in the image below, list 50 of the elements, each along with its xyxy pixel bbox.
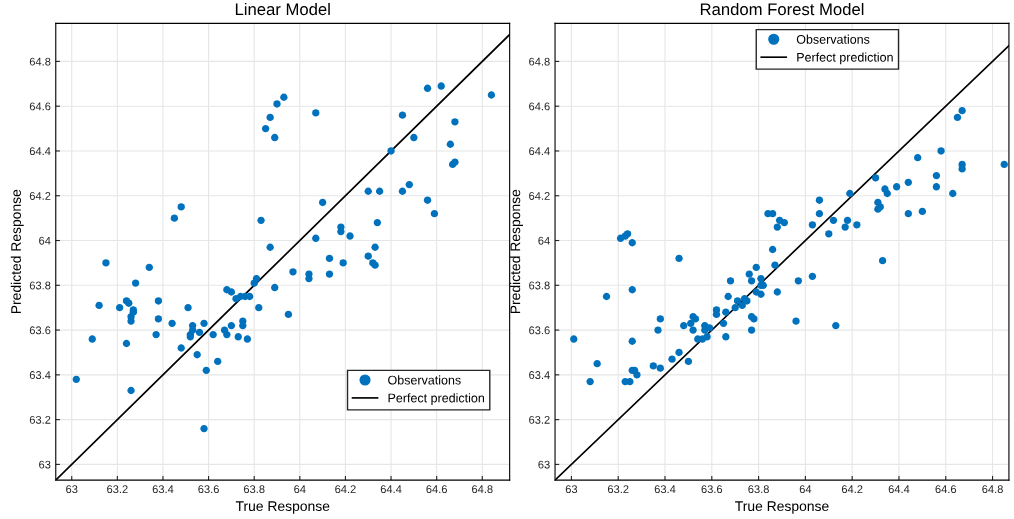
- y-tick-label: 63: [538, 460, 550, 469]
- y-axis-title: Predicted Response: [10, 189, 24, 314]
- y-tick-label: 64.4: [529, 147, 550, 156]
- y-tick-label: 64.2: [529, 192, 550, 200]
- x-tick-label: 63.4: [152, 485, 174, 494]
- y-tick-label: 64.6: [529, 102, 550, 111]
- y-tick-label: 64.4: [29, 147, 51, 156]
- y-tick-label: 64.8: [29, 57, 51, 66]
- x-tick-label: 64.4: [380, 485, 402, 494]
- chart-title: Linear Model: [235, 2, 330, 16]
- x-tick-label: 63.4: [654, 485, 676, 494]
- legend-label: Perfect prediction: [388, 393, 484, 405]
- y-tick-label: 64: [39, 236, 51, 245]
- y-tick-label: 64.8: [529, 57, 550, 66]
- x-tick-label: 63.6: [198, 485, 219, 494]
- x-tick-label: 64.2: [841, 485, 863, 494]
- x-tick-label: 63.2: [607, 485, 629, 494]
- y-tick-label: 63.8: [29, 281, 51, 290]
- x-tick-label: 63.2: [107, 485, 128, 494]
- legend-label: Observations: [796, 34, 870, 44]
- x-tick-label: 63: [66, 485, 78, 494]
- y-tick-label: 63.2: [529, 415, 550, 424]
- y-tick-label: 63.8: [529, 281, 550, 290]
- x-tick-label: 64: [294, 485, 306, 494]
- x-tick-label: 64.8: [982, 485, 1003, 494]
- y-tick-label: 63.6: [529, 326, 550, 335]
- x-tick-label: 63.6: [701, 485, 723, 494]
- x-tick-label: 64.6: [935, 485, 957, 494]
- x-tick-label: 64.6: [426, 485, 447, 494]
- x-tick-label: 63: [565, 485, 578, 494]
- x-tick-label: 64.8: [472, 485, 493, 494]
- x-tick-label: 64.4: [888, 485, 910, 494]
- y-tick-label: 63.4: [529, 371, 550, 379]
- y-tick-label: 63.2: [29, 415, 51, 424]
- x-tick-label: 64.2: [335, 485, 356, 494]
- x-tick-label: 63.8: [243, 485, 265, 494]
- chart-title: Random Forest Model: [700, 2, 864, 16]
- y-tick-label: 63.4: [29, 371, 51, 379]
- y-tick-label: 64: [538, 236, 550, 245]
- x-tick-label: 64: [799, 485, 812, 494]
- x-axis-title: True Response: [735, 501, 829, 514]
- x-tick-label: 63.8: [748, 485, 769, 494]
- legend-label: Perfect prediction: [797, 52, 893, 65]
- y-axis-title: Predicted Response: [510, 189, 523, 314]
- x-axis-title: True Response: [235, 501, 330, 514]
- y-tick-label: 63: [39, 460, 51, 469]
- legend-label: Observations: [388, 375, 461, 385]
- y-tick-label: 64.2: [29, 192, 51, 200]
- y-tick-label: 63.6: [29, 326, 51, 335]
- y-tick-label: 64.6: [29, 102, 51, 111]
